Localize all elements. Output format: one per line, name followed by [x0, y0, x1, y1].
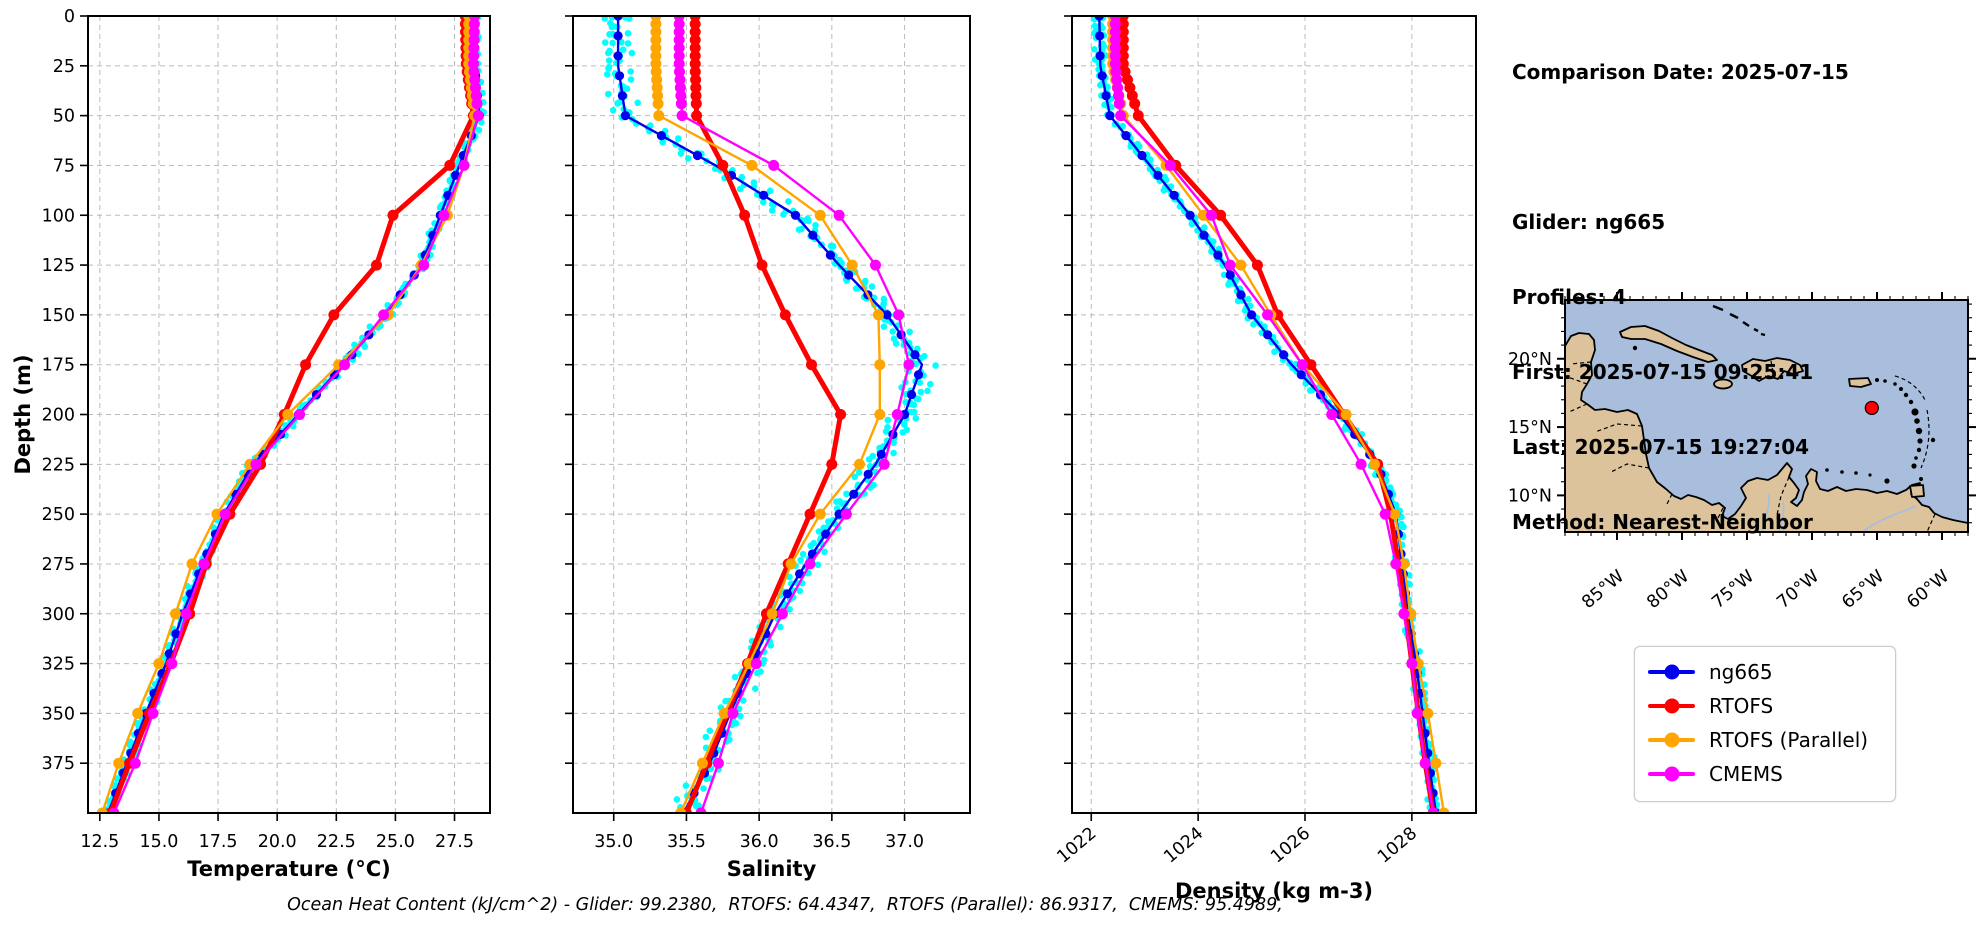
svg-text:300: 300 [42, 605, 75, 625]
map-frame [1564, 299, 1969, 533]
map-ticks [1557, 292, 1976, 540]
legend-line-marker [1648, 698, 1695, 714]
svg-text:1024: 1024 [1160, 824, 1207, 868]
svg-text:325: 325 [42, 655, 75, 675]
svg-text:37.0: 37.0 [885, 832, 924, 852]
axis-tick-labels: 1022 1024 1026 1028 [1053, 824, 1421, 868]
temperature-profile-chart: 12.5 15.0 17.5 20.0 22.5 25.0 27.5 0 25 50 75 100 12… [42, 7, 491, 881]
legend-item-rtofs-parallel-: RTOFS (Parallel) [1648, 723, 1882, 757]
ohc-annotation: Ocean Heat Content (kJ/cm^2) - Glider: 9… [287, 895, 1283, 915]
svg-text:350: 350 [42, 704, 75, 724]
legend-line-marker [1648, 766, 1695, 782]
svg-text:15.0: 15.0 [139, 832, 178, 852]
svg-text:1026: 1026 [1267, 824, 1314, 868]
location-map: 85°W 80°W 75°W 70°W 65°W 60°W20°N15°N10°N [1508, 292, 1976, 613]
svg-text:35.5: 35.5 [667, 832, 706, 852]
legend-item-cmems: CMEMS [1648, 757, 1882, 791]
temperature-axis-label: Temperature (°C) [187, 857, 390, 881]
series-cmems [673, 16, 915, 813]
svg-text:1022: 1022 [1053, 824, 1100, 868]
grid-lines [88, 15, 490, 814]
svg-text:100: 100 [42, 206, 75, 226]
svg-text:17.5: 17.5 [199, 832, 238, 852]
legend-label: RTOFS (Parallel) [1709, 728, 1869, 752]
svg-text:175: 175 [42, 356, 75, 376]
axis-tick-labels: 12.5 15.0 17.5 20.0 22.5 25.0 27.5 0 25 50 75 100 12… [42, 7, 474, 852]
svg-text:12.5: 12.5 [80, 832, 119, 852]
last-profile-time-text: Last: 2025-07-15 19:27:04 [1512, 435, 1810, 459]
svg-text:150: 150 [42, 306, 75, 326]
svg-text:35.0: 35.0 [594, 832, 633, 852]
map-land-jamaica [1713, 378, 1733, 390]
svg-text:22.5: 22.5 [317, 832, 356, 852]
svg-text:25.0: 25.0 [376, 832, 415, 852]
glider-name-text: Glider: ng665 [1512, 210, 1666, 234]
svg-text:200: 200 [42, 406, 75, 426]
svg-text:375: 375 [42, 754, 75, 774]
series-cmems [1109, 16, 1439, 813]
map-rivers [1761, 493, 1917, 532]
map-geography [1565, 304, 1968, 532]
info-spacer [1512, 135, 1972, 160]
axis-ticks [565, 15, 906, 821]
map-land-puerto-rico [1848, 377, 1872, 388]
svg-text:10°N: 10°N [1508, 486, 1552, 506]
map-land-cuba [1619, 325, 1718, 363]
svg-text:275: 275 [42, 555, 75, 575]
svg-text:75: 75 [53, 156, 75, 176]
depth-axis-label: Depth (m) [11, 354, 35, 474]
svg-text:25: 25 [53, 57, 75, 77]
density-axis-label: Density (kg m-3) [1175, 879, 1373, 903]
map-borders [1565, 360, 1936, 532]
svg-text:250: 250 [42, 505, 75, 525]
svg-text:50: 50 [53, 107, 75, 127]
svg-text:36.0: 36.0 [740, 832, 779, 852]
profile-charts-canvas: 12.5 15.0 17.5 20.0 22.5 25.0 27.5 0 25 50 75 100 12… [11, 7, 1477, 903]
comparison-info-block: Comparison Date: 2025-07-15 Glider: ng66… [1512, 10, 1972, 585]
series-rtofs-parallel- [650, 16, 886, 813]
svg-text:20°N: 20°N [1508, 350, 1552, 370]
first-profile-time-text: First: 2025-07-15 09:25:41 [1512, 360, 1814, 384]
legend-label: RTOFS [1709, 694, 1774, 718]
map-land-trinidad [1909, 484, 1925, 498]
comparison-date-text: Comparison Date: 2025-07-15 [1512, 60, 1849, 84]
salinity-profile-chart: 35.0 35.5 36.0 36.5 37.0 Salinity [565, 15, 971, 881]
salinity-axis-label: Salinity [727, 857, 817, 881]
svg-text:1028: 1028 [1374, 824, 1421, 868]
glider-location-marker [1864, 400, 1879, 416]
axis-ticks [1064, 15, 1413, 821]
method-text: Method: Nearest-Neighbor [1512, 510, 1813, 534]
svg-text:125: 125 [42, 256, 75, 276]
legend-line-marker [1648, 732, 1695, 748]
svg-text:27.5: 27.5 [435, 832, 474, 852]
svg-text:20.0: 20.0 [258, 832, 297, 852]
axis-tick-labels: 35.0 35.5 36.0 36.5 37.0 [594, 832, 924, 852]
legend-line-marker [1648, 664, 1695, 680]
svg-text:36.5: 36.5 [812, 832, 851, 852]
profiles-count-text: Profiles: 4 [1512, 285, 1627, 309]
map-small-islands [1632, 345, 1936, 484]
axis-ticks [80, 15, 456, 821]
svg-text:225: 225 [42, 455, 75, 475]
legend-label: ng665 [1709, 660, 1773, 684]
svg-text:0: 0 [64, 7, 75, 27]
legend-item-rtofs: RTOFS [1648, 689, 1882, 723]
legend-item-ng665: ng665 [1648, 655, 1882, 689]
map-bahamas [1712, 304, 1766, 337]
series-cmems [108, 16, 484, 813]
svg-text:15°N: 15°N [1508, 418, 1552, 438]
legend-label: CMEMS [1709, 762, 1783, 786]
legend: ng665 RTOFS RTOFS (Parallel) CMEMS [1634, 646, 1896, 802]
